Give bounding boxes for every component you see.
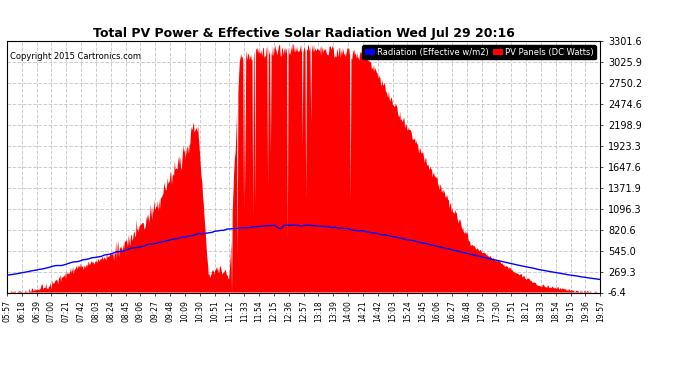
Text: Copyright 2015 Cartronics.com: Copyright 2015 Cartronics.com (10, 52, 141, 61)
Title: Total PV Power & Effective Solar Radiation Wed Jul 29 20:16: Total PV Power & Effective Solar Radiati… (92, 27, 515, 40)
Legend: Radiation (Effective w/m2), PV Panels (DC Watts): Radiation (Effective w/m2), PV Panels (D… (362, 45, 596, 59)
